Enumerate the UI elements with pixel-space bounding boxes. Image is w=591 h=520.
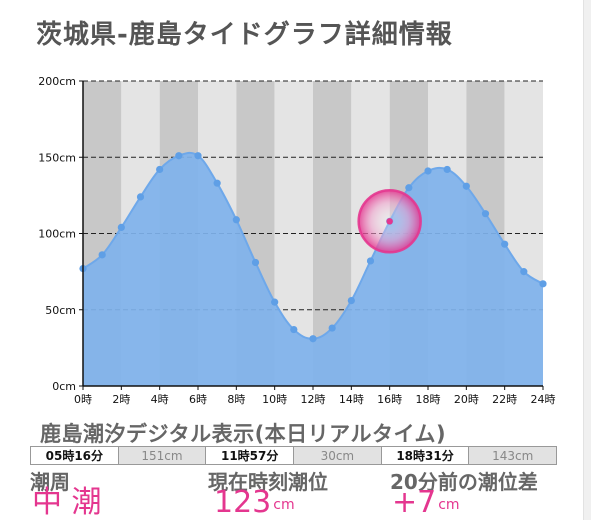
tide-area-fill xyxy=(83,152,543,386)
tide-point xyxy=(501,240,509,248)
tide-point xyxy=(405,184,413,192)
x-tick-label: 10時 xyxy=(262,393,287,406)
tide-point xyxy=(251,258,260,267)
y-tick-label: 0cm xyxy=(52,380,76,393)
tide-type-value: 中 潮 xyxy=(32,485,102,520)
tide-point xyxy=(117,223,125,231)
tide-point xyxy=(290,325,298,334)
extreme-1-time: 05時16分 xyxy=(31,447,119,464)
tide-point xyxy=(424,167,432,175)
extreme-2-level: 30cm xyxy=(294,447,382,464)
y-tick-label: 150cm xyxy=(38,151,76,164)
x-tick-label: 22時 xyxy=(492,393,517,406)
y-tick-label: 100cm xyxy=(38,228,76,241)
tide-point xyxy=(136,193,145,201)
level-diff-value-wrap: +7 cm xyxy=(392,486,460,520)
tide-point xyxy=(481,210,490,218)
extreme-3-level: 143cm xyxy=(469,447,557,464)
y-axis-labels: 0cm 50cm 100cm 150cm 200cm xyxy=(38,75,76,393)
x-tick-label: 4時 xyxy=(151,393,169,406)
tide-point xyxy=(156,165,164,174)
current-tide-marker xyxy=(357,189,422,254)
tide-point xyxy=(309,335,317,343)
current-level-value: 123 xyxy=(214,485,272,520)
x-tick-label: 14時 xyxy=(339,393,364,406)
x-tick-label: 2時 xyxy=(112,393,130,406)
x-tick-label: 16時 xyxy=(377,393,402,406)
y-tick-label: 200cm xyxy=(38,75,76,88)
extreme-1-level: 151cm xyxy=(118,447,207,464)
x-tick-label: 18時 xyxy=(416,393,441,406)
tide-point xyxy=(366,257,375,265)
tide-point xyxy=(539,280,547,288)
digital-display-title: 鹿島潮汐デジタル表示(本日リアルタイム) xyxy=(40,422,447,446)
x-tick-label: 12時 xyxy=(301,393,326,406)
current-level-unit: cm xyxy=(273,497,295,513)
tide-point xyxy=(520,268,528,276)
page-scroll-edge xyxy=(583,0,591,520)
level-diff-unit: cm xyxy=(438,497,460,513)
level-diff-value: +7 xyxy=(392,485,437,520)
tide-point xyxy=(347,297,355,305)
level-diff-label: 20分前の潮位差 xyxy=(390,470,538,494)
x-tick-label: 6時 xyxy=(189,393,207,406)
x-tick-label: 24時 xyxy=(531,393,556,406)
tide-chart: 0時 2時 4時 6時 8時 10時 12時 14時 16時 18時 20時 22時 24時 0cm 50… xyxy=(38,75,556,406)
chart-axes xyxy=(79,80,544,390)
extreme-3-time: 18時31分 xyxy=(381,447,470,464)
x-tick-label: 20時 xyxy=(454,393,479,406)
x-axis-labels: 0時 2時 4時 6時 8時 10時 12時 14時 16時 18時 20時 22時 24時 xyxy=(74,393,556,406)
tide-point xyxy=(213,179,221,187)
extreme-2-time: 11時57分 xyxy=(206,447,295,464)
tide-point xyxy=(271,298,279,306)
tide-point xyxy=(98,251,106,259)
x-tick-label: 0時 xyxy=(74,393,92,406)
tide-points xyxy=(79,152,547,343)
current-marker-dot xyxy=(386,218,393,225)
tide-point xyxy=(328,324,336,332)
tide-extremes-table: 05時16分 151cm 11時57分 30cm 18時31分 143cm xyxy=(30,446,557,465)
page-title: 茨城県-鹿島タイドグラフ詳細情報 xyxy=(36,20,453,50)
current-level-label: 現在時刻潮位 xyxy=(208,470,328,494)
tide-point xyxy=(462,182,470,190)
tide-point xyxy=(443,165,451,174)
tide-point xyxy=(232,216,240,224)
tide-type-label: 潮周 xyxy=(30,470,70,494)
current-level-value-wrap: 123 cm xyxy=(214,486,295,520)
tide-point xyxy=(175,152,183,160)
x-tick-label: 8時 xyxy=(227,393,245,406)
y-tick-label: 50cm xyxy=(45,304,76,317)
tide-point xyxy=(194,152,202,160)
